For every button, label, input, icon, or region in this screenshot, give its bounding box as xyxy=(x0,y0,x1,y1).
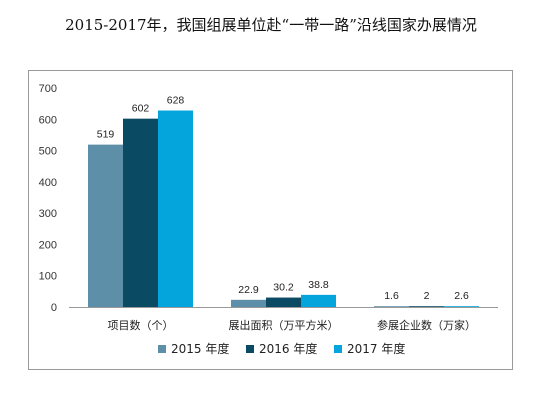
y-tick-label: 300 xyxy=(39,208,57,220)
data-label: 38.8 xyxy=(308,279,329,291)
category-label: 项目数（个） xyxy=(108,319,174,332)
legend-label: 2017 年度 xyxy=(347,341,405,356)
bar xyxy=(266,297,301,307)
bar xyxy=(158,110,193,307)
category-label: 展出面积（万平方米） xyxy=(229,318,339,332)
legend-swatch xyxy=(334,345,342,353)
y-tick-label: 400 xyxy=(39,177,57,189)
y-tick-label: 500 xyxy=(39,146,57,158)
bar xyxy=(123,118,158,307)
legend-label: 2015 年度 xyxy=(171,341,229,356)
bar xyxy=(444,306,479,307)
bar xyxy=(374,306,409,307)
data-label: 2 xyxy=(424,290,430,302)
data-label: 30.2 xyxy=(273,282,294,294)
bar xyxy=(88,144,123,307)
y-tick-label: 100 xyxy=(39,271,57,283)
y-tick-label: 200 xyxy=(39,239,57,251)
data-label: 1.6 xyxy=(384,290,399,302)
bar xyxy=(301,294,336,307)
chart-frame xyxy=(28,70,513,370)
data-label: 2.6 xyxy=(454,290,469,302)
data-label: 602 xyxy=(132,103,150,115)
legend-swatch xyxy=(158,345,166,353)
y-tick-label: 0 xyxy=(51,302,57,314)
data-label: 519 xyxy=(97,129,115,141)
data-label: 628 xyxy=(167,95,185,107)
y-tick-label: 600 xyxy=(39,114,57,126)
bar xyxy=(231,299,266,307)
category-label: 参展企业数（万家） xyxy=(377,318,476,332)
y-tick-label: 700 xyxy=(39,83,57,95)
legend-label: 2016 年度 xyxy=(259,341,317,356)
chart-title: 2015-2017年，我国组展单位赴“一带一路”沿线国家办展情况 xyxy=(65,16,477,34)
data-label: 22.9 xyxy=(238,284,259,296)
legend-swatch xyxy=(246,345,254,353)
bar xyxy=(409,306,444,307)
